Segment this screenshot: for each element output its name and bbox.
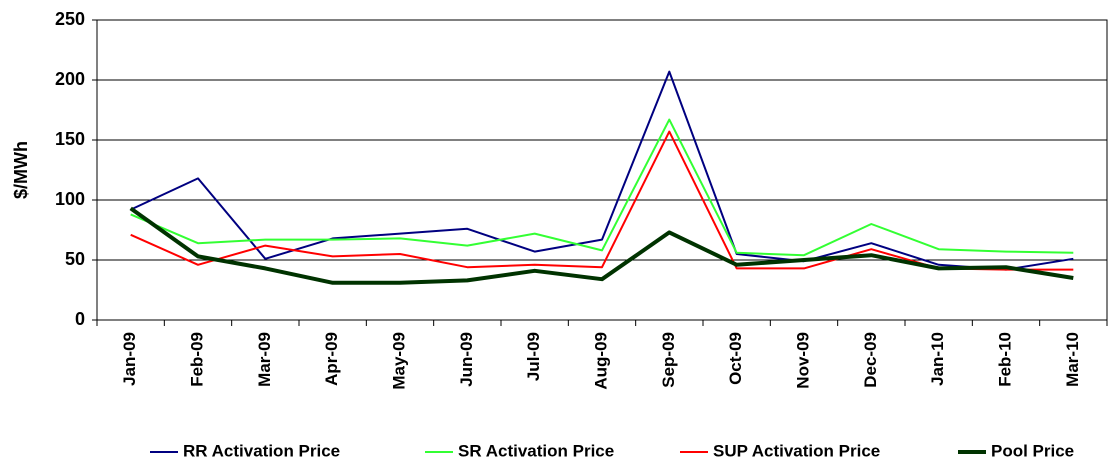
- x-tick-label: Sep-09: [659, 332, 678, 388]
- y-tick-label: 100: [55, 189, 85, 209]
- x-tick-label: May-09: [389, 332, 408, 390]
- x-tick-label: Nov-09: [793, 332, 812, 389]
- legend-label: Pool Price: [991, 441, 1074, 460]
- y-tick-label: 150: [55, 129, 85, 149]
- legend-label: RR Activation Price: [183, 441, 340, 460]
- series-line: [130, 118, 1074, 257]
- x-tick-label: Dec-09: [861, 332, 880, 388]
- x-tick-label: Jan-10: [928, 332, 947, 386]
- series-line: [129, 206, 1074, 285]
- x-tick-label: Aug-09: [591, 332, 610, 390]
- x-tick-label: Mar-10: [1063, 332, 1082, 387]
- legend-label: SUP Activation Price: [713, 441, 880, 460]
- x-tick-label: Apr-09: [322, 332, 341, 386]
- plot-frame: [96, 19, 1108, 321]
- x-tick-label: Jun-09: [457, 332, 476, 387]
- x-tick-label: Oct-09: [726, 332, 745, 385]
- x-tick-label: Feb-09: [187, 332, 206, 387]
- y-axis-label: $/MWh: [11, 141, 31, 199]
- x-tick-label: Feb-10: [995, 332, 1014, 387]
- y-tick-label: 0: [75, 309, 85, 329]
- legend-label: SR Activation Price: [458, 441, 614, 460]
- x-tick-label: Jul-09: [524, 332, 543, 381]
- x-tick-label: Mar-09: [255, 332, 274, 387]
- y-tick-label: 200: [55, 69, 85, 89]
- y-tick-label: 50: [65, 249, 85, 269]
- x-tick-label: Jan-09: [120, 332, 139, 386]
- series-line: [130, 70, 1074, 271]
- y-tick-label: 250: [55, 9, 85, 29]
